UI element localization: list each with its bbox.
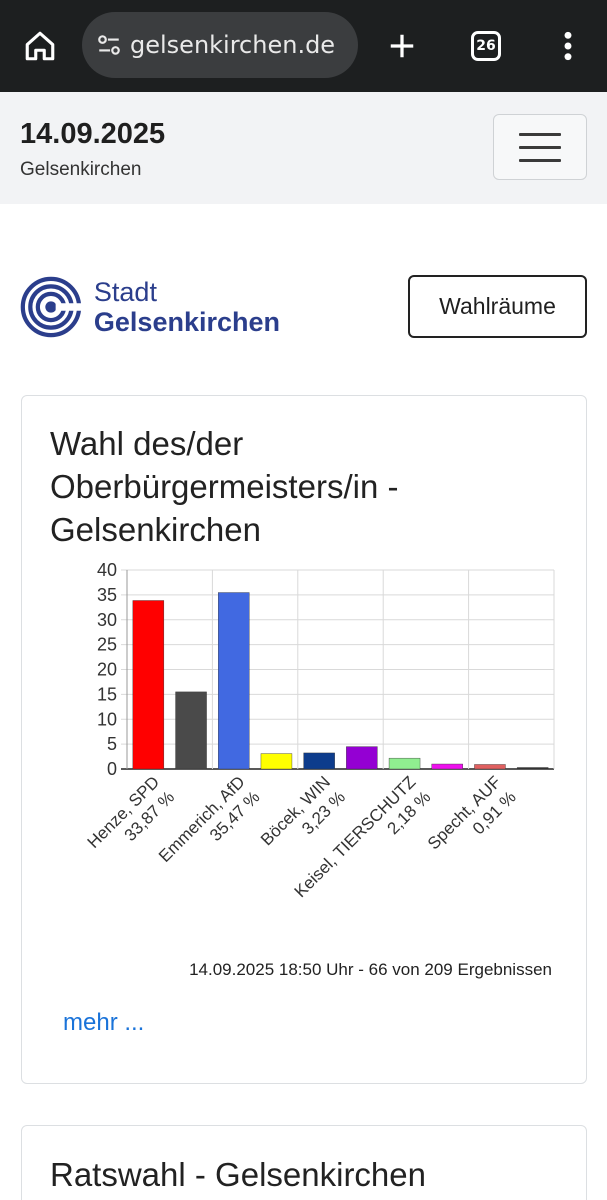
city-name: Gelsenkirchen — [20, 159, 142, 180]
y-tick-label: 20 — [97, 660, 117, 680]
home-icon[interactable] — [16, 22, 64, 70]
y-tick-label: 25 — [97, 635, 117, 655]
address-bar[interactable]: gelsenkirchen.de — [82, 12, 358, 78]
tab-count: 26 — [471, 31, 501, 61]
card-title: Wahl des/der Oberbürgermeisters/in - Gel… — [50, 425, 399, 548]
site-settings-icon[interactable] — [94, 30, 124, 60]
new-tab-icon[interactable] — [378, 22, 426, 70]
tab-switcher-button[interactable]: 26 — [462, 22, 510, 70]
logo-text-stadt: Stadt — [93, 277, 157, 307]
election-date: 14.09.2025 — [20, 118, 166, 150]
card-title: Ratswahl - Gelsenkirchen — [50, 1156, 426, 1193]
hamburger-icon-line — [519, 145, 561, 149]
bar — [516, 767, 549, 770]
hamburger-icon-line — [519, 132, 561, 136]
site-header: 14.09.2025 Gelsenkirchen — [0, 92, 607, 204]
y-tick-label: 5 — [107, 734, 117, 754]
logo-text-gelsenkirchen: Gelsenkirchen — [93, 307, 280, 337]
more-vert-icon[interactable] — [544, 22, 592, 70]
city-logo-emblem-icon — [20, 276, 82, 338]
bar — [260, 753, 293, 770]
hamburger-icon-line — [519, 158, 561, 162]
more-link[interactable]: mehr ... — [63, 1009, 145, 1036]
y-tick-label: 15 — [97, 684, 117, 704]
mayor-election-card: Wahl des/der Oberbürgermeisters/in - Gel… — [21, 395, 587, 1084]
city-logo[interactable]: Stadt Gelsenkirchen — [20, 272, 280, 342]
council-election-card: Ratswahl - Gelsenkirchen — [21, 1125, 587, 1200]
bar — [474, 764, 506, 770]
results-footnote: 14.09.2025 18:50 Uhr - 66 von 209 Ergebn… — [189, 960, 552, 979]
y-tick-label: 30 — [97, 610, 117, 630]
url-text: gelsenkirchen.de — [130, 31, 336, 59]
bar — [218, 592, 250, 770]
y-tick-label: 40 — [97, 560, 117, 580]
bar — [346, 746, 378, 770]
bar — [388, 757, 421, 770]
y-tick-label: 10 — [97, 709, 117, 729]
menu-button[interactable] — [493, 114, 587, 180]
y-tick-label: 0 — [107, 759, 117, 779]
bar — [431, 763, 463, 770]
wahlraeume-button[interactable]: Wahlräume — [408, 275, 587, 338]
bar — [132, 600, 165, 770]
bar — [175, 691, 207, 770]
bar — [303, 752, 335, 770]
y-tick-label: 35 — [97, 585, 117, 605]
main-content: Stadt Gelsenkirchen Wahlräume Wahl des/d… — [0, 204, 607, 1200]
browser-toolbar: gelsenkirchen.de 26 — [0, 0, 607, 92]
